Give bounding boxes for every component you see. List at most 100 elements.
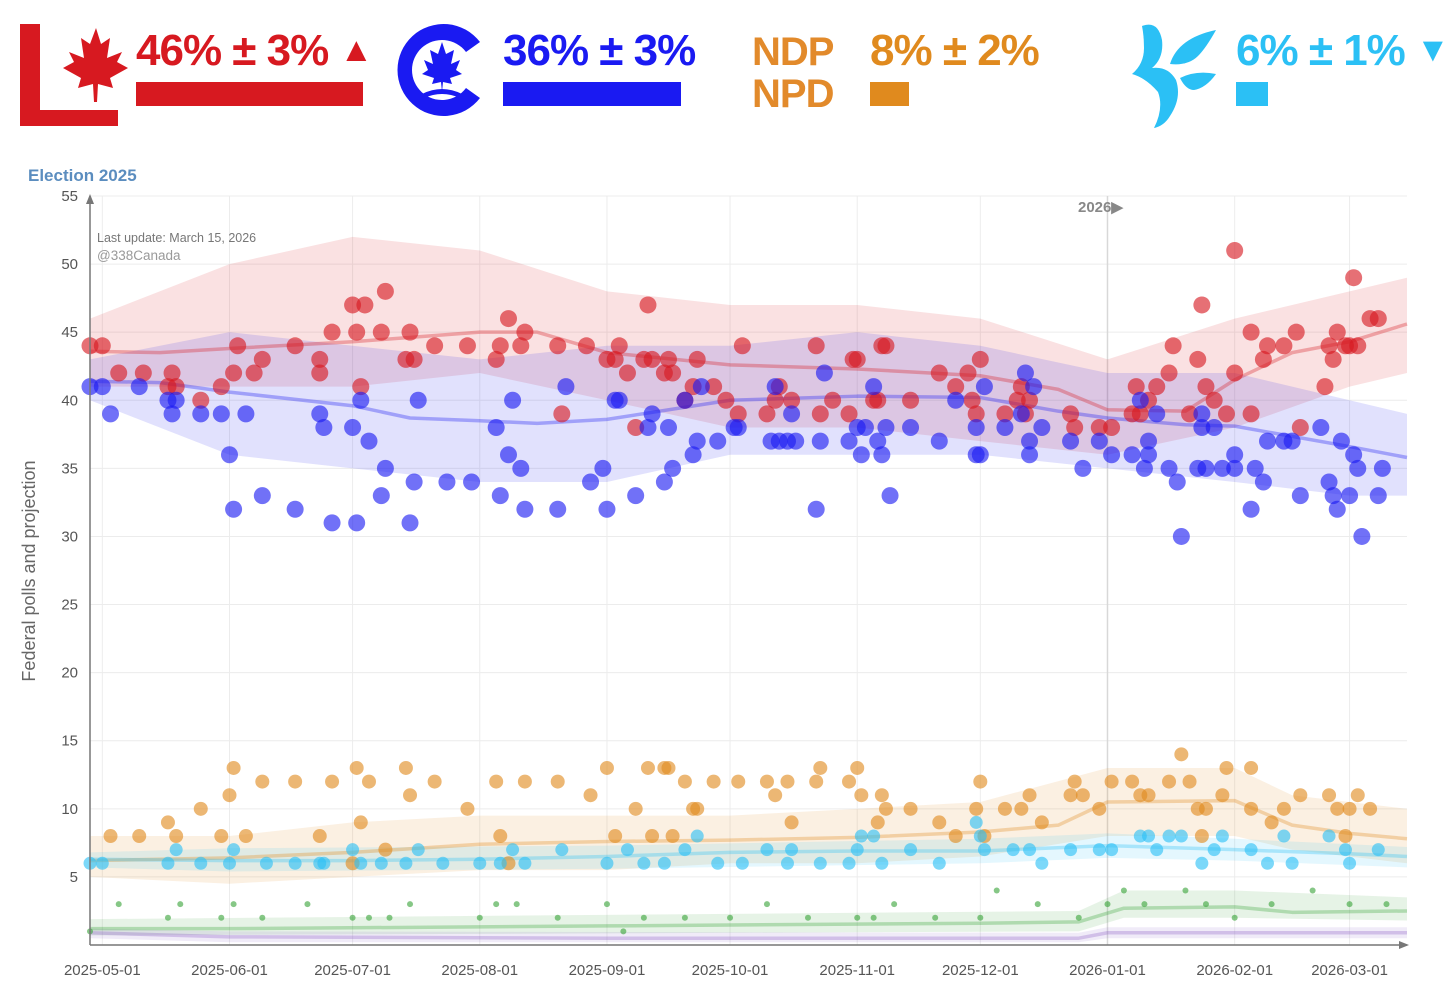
ndp-poll-point — [661, 760, 676, 775]
ndp-poll-point — [398, 760, 413, 775]
bq-poll-point — [1338, 843, 1352, 857]
cpc-poll-point — [692, 378, 710, 396]
lpc-poll-point — [167, 378, 185, 396]
ndp-poll-point — [780, 774, 795, 789]
ndp-poll-point — [809, 774, 824, 789]
ndp-poll-point — [1264, 815, 1279, 830]
lpc-poll-point — [344, 296, 362, 314]
bq-poll-point — [969, 815, 983, 829]
bq-poll-point — [711, 856, 725, 870]
lpc-poll-point — [996, 405, 1014, 423]
ndp-poll-point — [1125, 774, 1140, 789]
gpc-poll-point — [304, 901, 311, 908]
cpc-poll-point — [1148, 405, 1166, 423]
cpc-poll-point — [1090, 432, 1108, 450]
cpc-poll-point — [856, 419, 874, 437]
lpc-poll-point — [639, 296, 657, 314]
gpc-poll-point — [603, 901, 610, 908]
gpc-poll-point — [1141, 901, 1148, 908]
gpc-poll-point — [763, 901, 770, 908]
cpc-poll-point — [971, 446, 989, 464]
lpc-poll-point — [1324, 350, 1342, 368]
ndp-poll-point — [288, 774, 303, 789]
cpc-poll-point — [1131, 391, 1149, 409]
x-axis-arrow — [1399, 941, 1409, 949]
ndp-poll-point — [1141, 788, 1156, 803]
ndp-poll-point — [1322, 788, 1337, 803]
ndp-poll-point — [583, 788, 598, 803]
bq-poll-point — [1285, 856, 1299, 870]
gpc-poll-point — [1346, 901, 1353, 908]
cpc-poll-point — [930, 432, 948, 450]
lpc-poll-point — [225, 364, 243, 382]
ndp-poll-point — [813, 760, 828, 775]
ndp-poll-point — [874, 788, 889, 803]
ndp-poll-point — [870, 815, 885, 830]
cpc-poll-point — [487, 419, 505, 437]
cpc-poll-point — [372, 487, 390, 505]
cpc-poll-point — [1369, 487, 1387, 505]
ndp-poll-point — [842, 774, 857, 789]
lpc-poll-point — [516, 323, 534, 341]
bq-poll-point — [760, 843, 774, 857]
x-tick-label: 2025-09-01 — [569, 962, 646, 979]
ndp-poll-point — [132, 829, 147, 844]
lpc-poll-point — [902, 391, 920, 409]
cpc-poll-point — [499, 446, 517, 464]
ndp-poll-point — [1363, 801, 1378, 816]
cpc-share-bar — [503, 82, 681, 106]
x-tick-label: 2025-08-01 — [441, 962, 518, 979]
cpc-poll-point — [491, 487, 509, 505]
ndp-poll-point — [645, 829, 660, 844]
ndp-poll-point — [550, 774, 565, 789]
lpc-poll-point — [229, 337, 247, 355]
gpc-poll-point — [513, 901, 520, 908]
gpc-poll-point — [349, 914, 356, 921]
x-tick-label: 2025-10-01 — [692, 962, 769, 979]
cpc-poll-point — [709, 432, 727, 450]
lpc-poll-point — [1008, 391, 1026, 409]
bq-poll-point — [493, 856, 507, 870]
y-axis-label: Federal polls and projection — [19, 460, 39, 681]
bq-poll-point — [1035, 856, 1049, 870]
ndp-poll-point — [768, 788, 783, 803]
trend-down-icon: ▼ — [1416, 31, 1450, 69]
gpc-poll-point — [1231, 914, 1238, 921]
lpc-poll-point — [426, 337, 444, 355]
cpc-poll-point — [352, 391, 370, 409]
lpc-poll-point — [1127, 378, 1145, 396]
lpc-pct-label: 46% ± 3% — [136, 26, 329, 75]
cpc-poll-point — [225, 500, 243, 518]
y-tick-label: 10 — [61, 801, 78, 818]
lpc-poll-point — [606, 350, 624, 368]
ndp-poll-point — [903, 801, 918, 816]
cpc-poll-point — [729, 419, 747, 437]
cpc-poll-point — [766, 378, 784, 396]
cpc-poll-point — [405, 473, 423, 491]
ndp-poll-point — [932, 815, 947, 830]
cpc-poll-point — [311, 405, 329, 423]
ndp-poll-point — [706, 774, 721, 789]
gpc-poll-point — [493, 901, 500, 908]
bq-poll-point — [1023, 843, 1037, 857]
lpc-poll-point — [688, 350, 706, 368]
gpc-poll-point — [1383, 901, 1390, 908]
x-tick-label: 2025-05-01 — [64, 962, 141, 979]
cpc-poll-point — [815, 364, 833, 382]
cpc-poll-point — [627, 487, 645, 505]
cpc-poll-point — [610, 391, 628, 409]
bq-poll-point — [657, 856, 671, 870]
cpc-poll-point — [1016, 364, 1034, 382]
ndp-poll-point — [690, 801, 705, 816]
bq-poll-point — [1174, 829, 1188, 843]
bq-poll-point — [1006, 843, 1020, 857]
election-label: Election 2025 — [28, 166, 137, 185]
ndp-poll-point — [353, 815, 368, 830]
y-tick-label: 30 — [61, 528, 78, 545]
ndp-logo-line1: NDP — [752, 30, 834, 74]
lpc-poll-point — [372, 323, 390, 341]
lpc-poll-point — [356, 296, 374, 314]
ndp-poll-point — [1014, 801, 1029, 816]
bq-poll-point — [1150, 843, 1164, 857]
bq-poll-point — [194, 856, 208, 870]
